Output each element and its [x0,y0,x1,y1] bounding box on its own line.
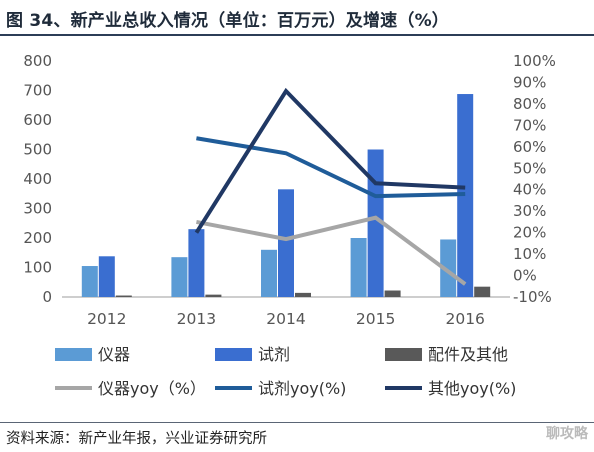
watermark: 聊攻略 [546,426,588,442]
bar-0-0 [81,266,98,297]
chart-title: 图 34、新产业总收入情况（单位：百万元）及增速（%） [6,11,450,31]
right-tick-label: 90% [513,73,546,91]
right-tick-label: -10% [513,288,552,306]
chart-area: 0 100 200 300 400 500 600 700 800 -10% 0% 10% 20% 30%… [0,37,594,424]
x-tick-label: 2014 [266,310,305,328]
left-tick-label: 200 [23,229,52,247]
x-tick-label: 2013 [177,310,216,328]
bar-2-3 [384,290,401,297]
left-tick-label: 500 [23,141,52,159]
line-series-1 [196,136,466,199]
legend-label: 配件及其他 [428,345,508,364]
bar-2-4 [474,286,491,297]
source-note: 资料来源：新产业年报，兴业证券研究所 [6,431,267,447]
chart-header: 图 34、新产业总收入情况（单位：百万元）及增速（%） [0,0,594,37]
legend-label: 试剂 [258,345,290,364]
legend-swatch [55,348,92,361]
x-tick-label: 2015 [356,310,395,328]
bar-0-4 [440,239,457,297]
legend-label: 仪器yoy（%） [98,379,206,398]
bar-0-3 [350,238,367,297]
left-tick-label: 800 [23,52,52,70]
line-series-0 [196,215,467,286]
legend-swatch [385,348,422,361]
left-tick-label: 100 [23,259,52,277]
bar-1-2 [278,189,294,297]
bar-0-1 [171,257,188,297]
right-tick-label: 40% [513,181,546,199]
line-series-2 [194,87,466,234]
x-tick-label: 2012 [87,310,126,328]
legend-label: 仪器 [98,345,130,364]
bar-1-3 [367,149,384,297]
right-tick-label: 50% [513,159,546,177]
right-tick-label: 20% [513,224,546,242]
source-rule [0,422,594,423]
bar-2-1 [205,294,222,297]
bar-1-1 [188,229,205,297]
left-tick-label: 600 [23,111,52,129]
right-tick-label: 100% [513,52,556,70]
legend-label: 其他yoy(%) [428,379,516,398]
bar-1-0 [98,256,115,297]
bar-2-0 [115,295,132,297]
legend-label: 试剂yoy(%) [258,379,346,398]
bar-0-2 [261,249,277,297]
left-tick-label: 0 [42,288,52,306]
bar-2-2 [295,292,311,297]
right-tick-label: 80% [513,95,546,113]
left-tick-label: 400 [23,170,52,188]
left-tick-label: 700 [23,82,52,100]
right-tick-label: 0% [513,267,537,285]
x-tick-label: 2016 [445,310,484,328]
right-tick-label: 10% [513,245,546,263]
right-tick-label: 30% [513,202,546,220]
legend-swatch [215,348,252,361]
left-tick-label: 300 [23,200,52,218]
title-rule [0,34,594,36]
right-tick-label: 70% [513,116,546,134]
right-tick-label: 60% [513,138,546,156]
revenue-chart: 0 100 200 300 400 500 600 700 800 -10% 0% 10% 20% 30%… [23,52,556,398]
